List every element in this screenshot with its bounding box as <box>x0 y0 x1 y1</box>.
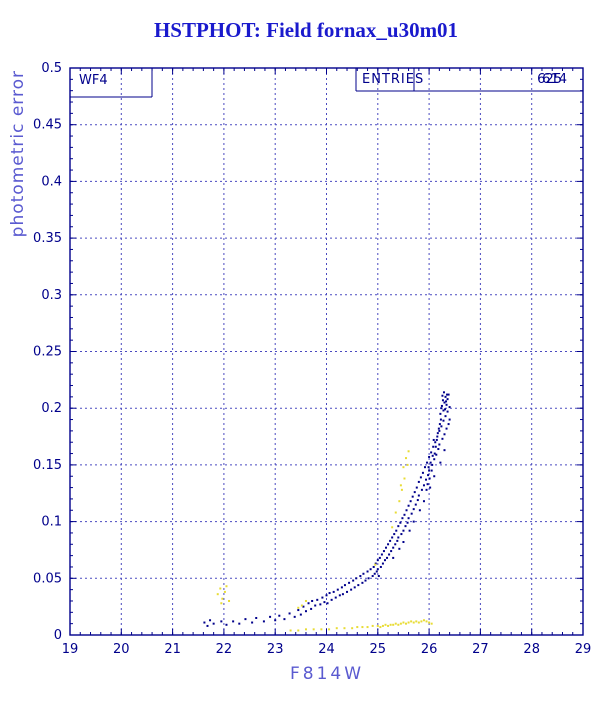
y-tick-label: 0.35 <box>33 231 62 246</box>
x-tick-label: 26 <box>421 642 438 657</box>
y-tick-label: 0.3 <box>41 288 62 303</box>
x-tick-label: 20 <box>113 642 130 657</box>
x-tick-label: 19 <box>62 642 79 657</box>
entries-count-primary: 625 <box>537 72 562 87</box>
x-tick-label: 25 <box>370 642 387 657</box>
page-title: HSTPHOT: Field fornax_u30m01 <box>153 18 459 42</box>
y-tick-label: 0.25 <box>33 345 62 360</box>
y-tick-label: 0 <box>54 628 62 643</box>
series-stars-blue <box>203 391 451 627</box>
series-stars-yellow <box>216 450 433 632</box>
y-tick-label: 0.45 <box>33 118 62 133</box>
y-tick-label: 0.15 <box>33 458 62 473</box>
y-tick-label: 0.1 <box>41 515 62 530</box>
y-tick-label: 0.5 <box>41 61 62 76</box>
x-tick-label: 24 <box>318 642 335 657</box>
x-tick-label: 21 <box>164 642 181 657</box>
x-tick-label: 27 <box>472 642 489 657</box>
x-tick-label: 23 <box>267 642 284 657</box>
y-axis-label: photometric error <box>8 70 28 238</box>
x-tick-label: 22 <box>216 642 233 657</box>
entries-label: ENTRIES <box>362 72 425 87</box>
y-tick-label: 0.4 <box>41 174 62 189</box>
x-axis-label: F814W <box>289 664 365 684</box>
y-tick-label: 0.05 <box>33 571 62 586</box>
y-tick-label: 0.2 <box>41 401 62 416</box>
panel-label-wf4: WF4 <box>79 73 108 88</box>
x-tick-label: 28 <box>523 642 540 657</box>
x-tick-label: 29 <box>575 642 592 657</box>
entries-count-secondary: 614 <box>542 72 567 87</box>
